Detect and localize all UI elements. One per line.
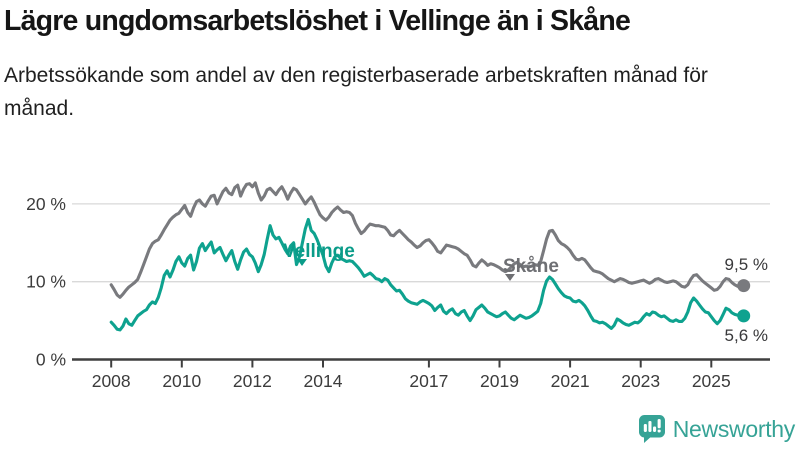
x-tick-label: 2014 (304, 371, 343, 391)
x-tick-label: 2017 (409, 371, 448, 391)
y-tick-label: 10 % (26, 272, 66, 292)
x-tick-label: 2019 (480, 371, 519, 391)
series-label-pointer (297, 259, 307, 266)
series-end-dot-skåne (737, 279, 751, 293)
newsworthy-logo-icon (638, 415, 665, 443)
end-value-label-skåne: 9,5 % (725, 255, 768, 274)
y-tick-label: 0 % (36, 350, 66, 370)
x-tick-label: 2021 (551, 371, 590, 391)
newsworthy-logo: Newsworthy (638, 414, 795, 444)
x-tick-label: 2023 (621, 371, 660, 391)
series-end-dot-vellinge (737, 309, 751, 323)
chart-title: Lägre ungdomsarbetslöshet i Vellinge än … (4, 5, 631, 37)
series-label-pointer (505, 274, 515, 281)
x-tick-label: 2010 (162, 371, 201, 391)
newsworthy-logo-text: Newsworthy (672, 415, 796, 442)
series-label-skåne: Skåne (503, 256, 559, 277)
series-line-vellinge (109, 217, 746, 332)
x-tick-label: 2012 (233, 371, 272, 391)
chart-subtitle: Arbetssökande som andel av den registerb… (4, 64, 708, 120)
x-tick-label: 2008 (92, 371, 131, 391)
x-tick-label: 2025 (692, 371, 731, 391)
series-label-vellinge: Vellinge (283, 241, 355, 262)
end-value-label-vellinge: 5,6 % (725, 326, 768, 345)
series-line-skåne (109, 181, 746, 299)
y-tick-label: 20 % (26, 194, 66, 214)
